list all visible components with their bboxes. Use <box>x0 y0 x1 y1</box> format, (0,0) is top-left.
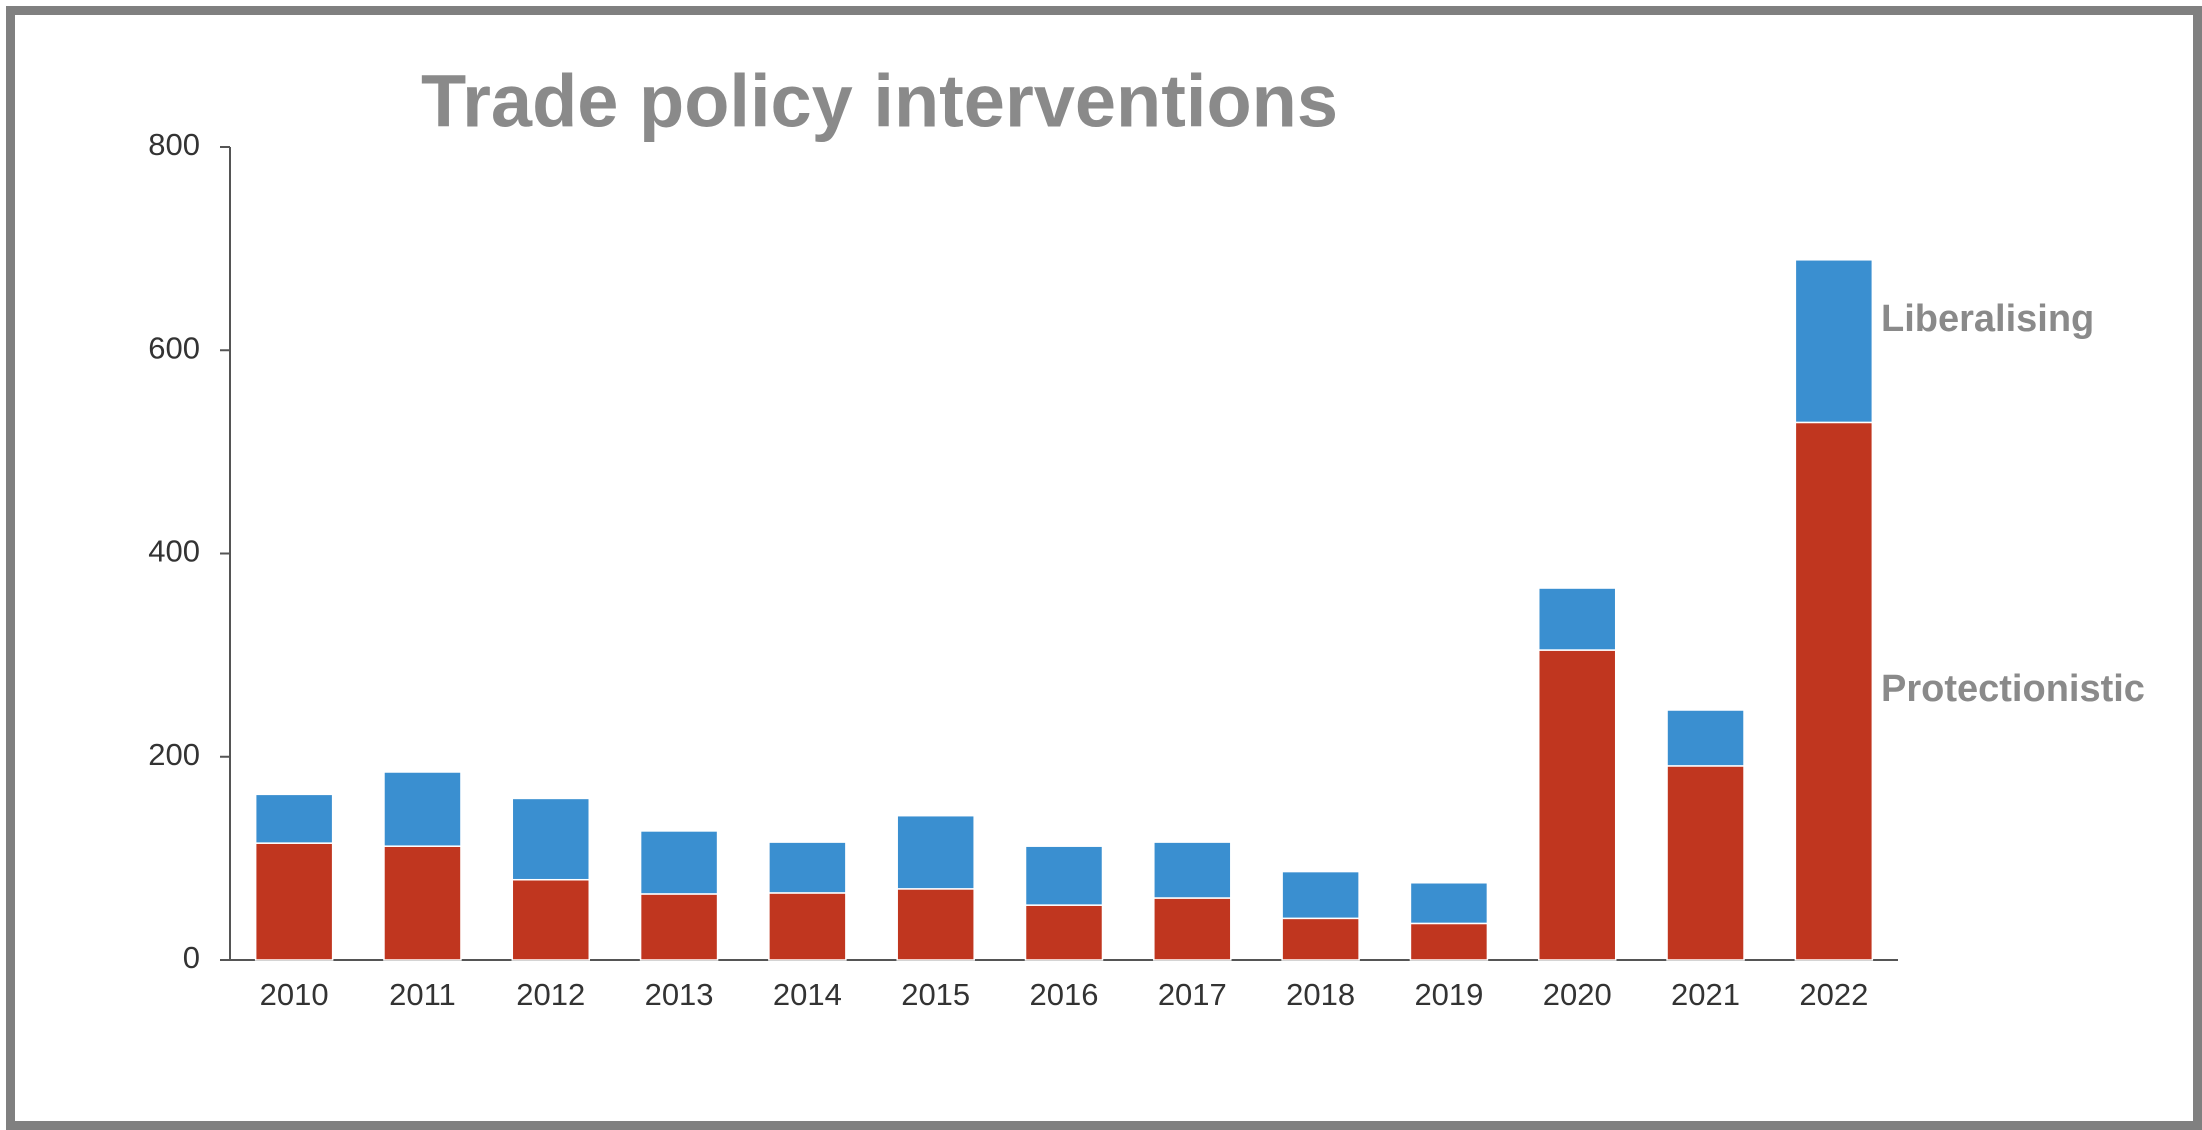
bar-segment <box>1794 421 1874 961</box>
bar-segment <box>1153 841 1232 899</box>
frame <box>6 6 2202 1130</box>
bar-segment <box>1666 709 1745 767</box>
bar-segment <box>383 845 462 961</box>
bar-segment <box>511 878 591 961</box>
bar-segment <box>896 888 975 961</box>
series-label: Protectionistic <box>1881 668 2145 710</box>
bar-segment <box>254 842 334 961</box>
y-tick-label: 800 <box>148 127 200 162</box>
bar-segment <box>768 841 847 894</box>
x-tick-label: 2013 <box>645 977 714 1012</box>
x-tick-label: 2010 <box>260 977 329 1012</box>
bar-segment <box>1537 649 1617 961</box>
bar-segment <box>1537 587 1617 651</box>
bar-segment <box>639 830 719 895</box>
bar-segment <box>896 814 975 890</box>
y-tick-label: 400 <box>148 534 200 569</box>
chart-title: Trade policy interventions <box>421 60 1338 143</box>
x-tick-label: 2019 <box>1414 977 1483 1012</box>
x-tick-label: 2011 <box>389 977 456 1012</box>
bar-segment <box>1281 917 1360 961</box>
bar-segment <box>1281 870 1360 920</box>
bar-segment <box>768 892 847 961</box>
x-tick-label: 2017 <box>1158 977 1227 1012</box>
x-tick-label: 2016 <box>1030 977 1099 1012</box>
x-tick-label: 2018 <box>1286 977 1355 1012</box>
x-tick-label: 2014 <box>773 977 842 1012</box>
bar-segment <box>383 771 462 847</box>
bar-segment <box>1153 897 1232 961</box>
series-label: Liberalising <box>1881 298 2094 340</box>
x-tick-label: 2021 <box>1671 977 1740 1012</box>
bar-segment <box>1024 904 1104 961</box>
y-tick-label: 600 <box>148 330 200 365</box>
x-tick-label: 2015 <box>901 977 970 1012</box>
y-tick-label: 200 <box>148 737 200 772</box>
bar-segment <box>1409 882 1489 925</box>
bar-segment <box>511 797 591 881</box>
bar-segment <box>639 893 719 961</box>
bar-segment <box>1794 259 1874 424</box>
bar-segment <box>254 793 334 844</box>
x-tick-label: 2022 <box>1799 977 1868 1012</box>
bar-segment <box>1666 765 1745 961</box>
bar-segment <box>1409 922 1489 961</box>
x-tick-label: 2020 <box>1543 977 1612 1012</box>
bar-segment <box>1024 845 1104 906</box>
y-tick-label: 0 <box>183 940 200 975</box>
x-tick-label: 2012 <box>516 977 585 1012</box>
